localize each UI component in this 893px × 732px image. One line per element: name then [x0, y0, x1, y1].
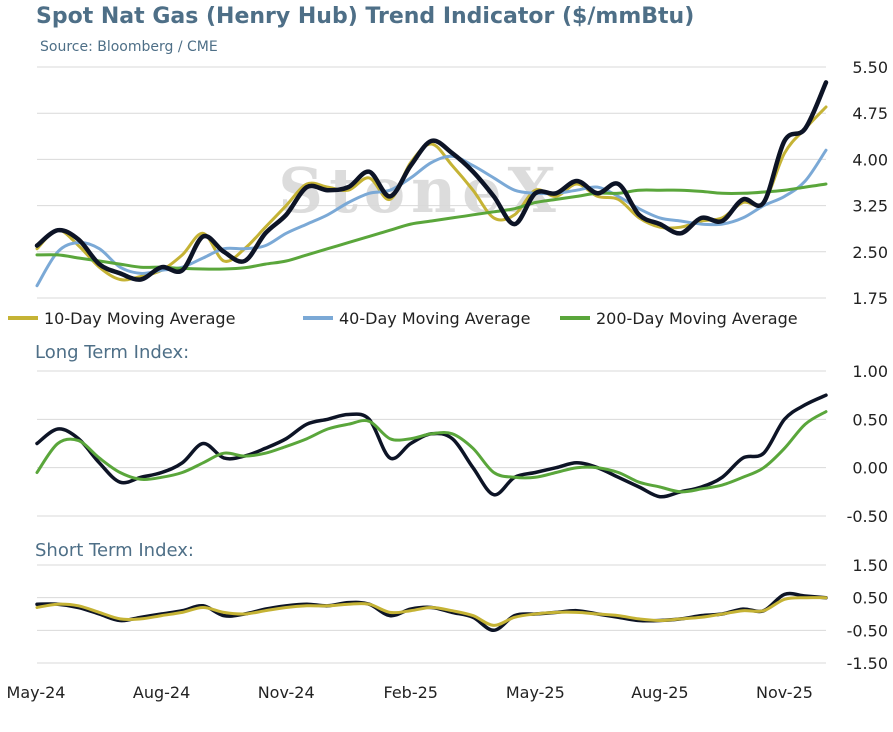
chart-title: Spot Nat Gas (Henry Hub) Trend Indicator…	[36, 4, 695, 29]
long-term-index-title: Long Term Index:	[35, 342, 190, 363]
y-tick-label: 2.50	[852, 243, 888, 262]
legend-label: 40-Day Moving Average	[339, 309, 530, 328]
chart-subtitle: Source: Bloomberg / CME	[40, 39, 218, 55]
x-tick-label: Nov-24	[258, 683, 315, 702]
short-term-panel: -1.50 -0.50 0.50 1.50	[35, 556, 888, 673]
y-tick-label: 5.50	[852, 58, 888, 77]
y-tick-label: 1.00	[852, 362, 888, 381]
legend: 10-Day Moving Average 40-Day Moving Avera…	[8, 309, 798, 328]
x-tick-label: Feb-25	[384, 683, 438, 702]
series-line-ma200	[35, 410, 828, 494]
legend-label: 10-Day Moving Average	[44, 309, 235, 328]
series-line-ma10	[35, 596, 828, 627]
x-tick-label: May-24	[7, 683, 66, 702]
long-term-panel: -0.50 0.00 0.50 1.00	[35, 362, 888, 526]
y-tick-label: 4.00	[852, 150, 888, 169]
y-tick-label: 0.50	[852, 410, 888, 429]
x-tick-label: May-25	[506, 683, 565, 702]
series-line-price	[34, 80, 829, 282]
y-tick-label: 3.25	[852, 197, 888, 216]
x-tick-label: Aug-25	[631, 683, 688, 702]
y-tick-label: 1.75	[852, 289, 888, 308]
series-line-price	[35, 591, 828, 633]
series-line-price	[35, 393, 828, 499]
y-tick-label: -0.50	[847, 621, 888, 640]
x-tick-label: Aug-24	[133, 683, 190, 702]
y-tick-label: -0.50	[847, 507, 888, 526]
y-tick-label: 1.50	[852, 556, 888, 575]
legend-label: 200-Day Moving Average	[596, 309, 798, 328]
y-tick-label: 0.00	[852, 459, 888, 478]
y-tick-label: 4.75	[852, 104, 888, 123]
short-term-index-title: Short Term Index:	[35, 540, 194, 561]
y-tick-label: 0.50	[852, 589, 888, 608]
price-panel: 1.75 2.50 3.25 4.00 4.75 5.50	[34, 58, 888, 308]
x-tick-label: Nov-25	[756, 683, 813, 702]
y-tick-label: -1.50	[847, 654, 888, 673]
